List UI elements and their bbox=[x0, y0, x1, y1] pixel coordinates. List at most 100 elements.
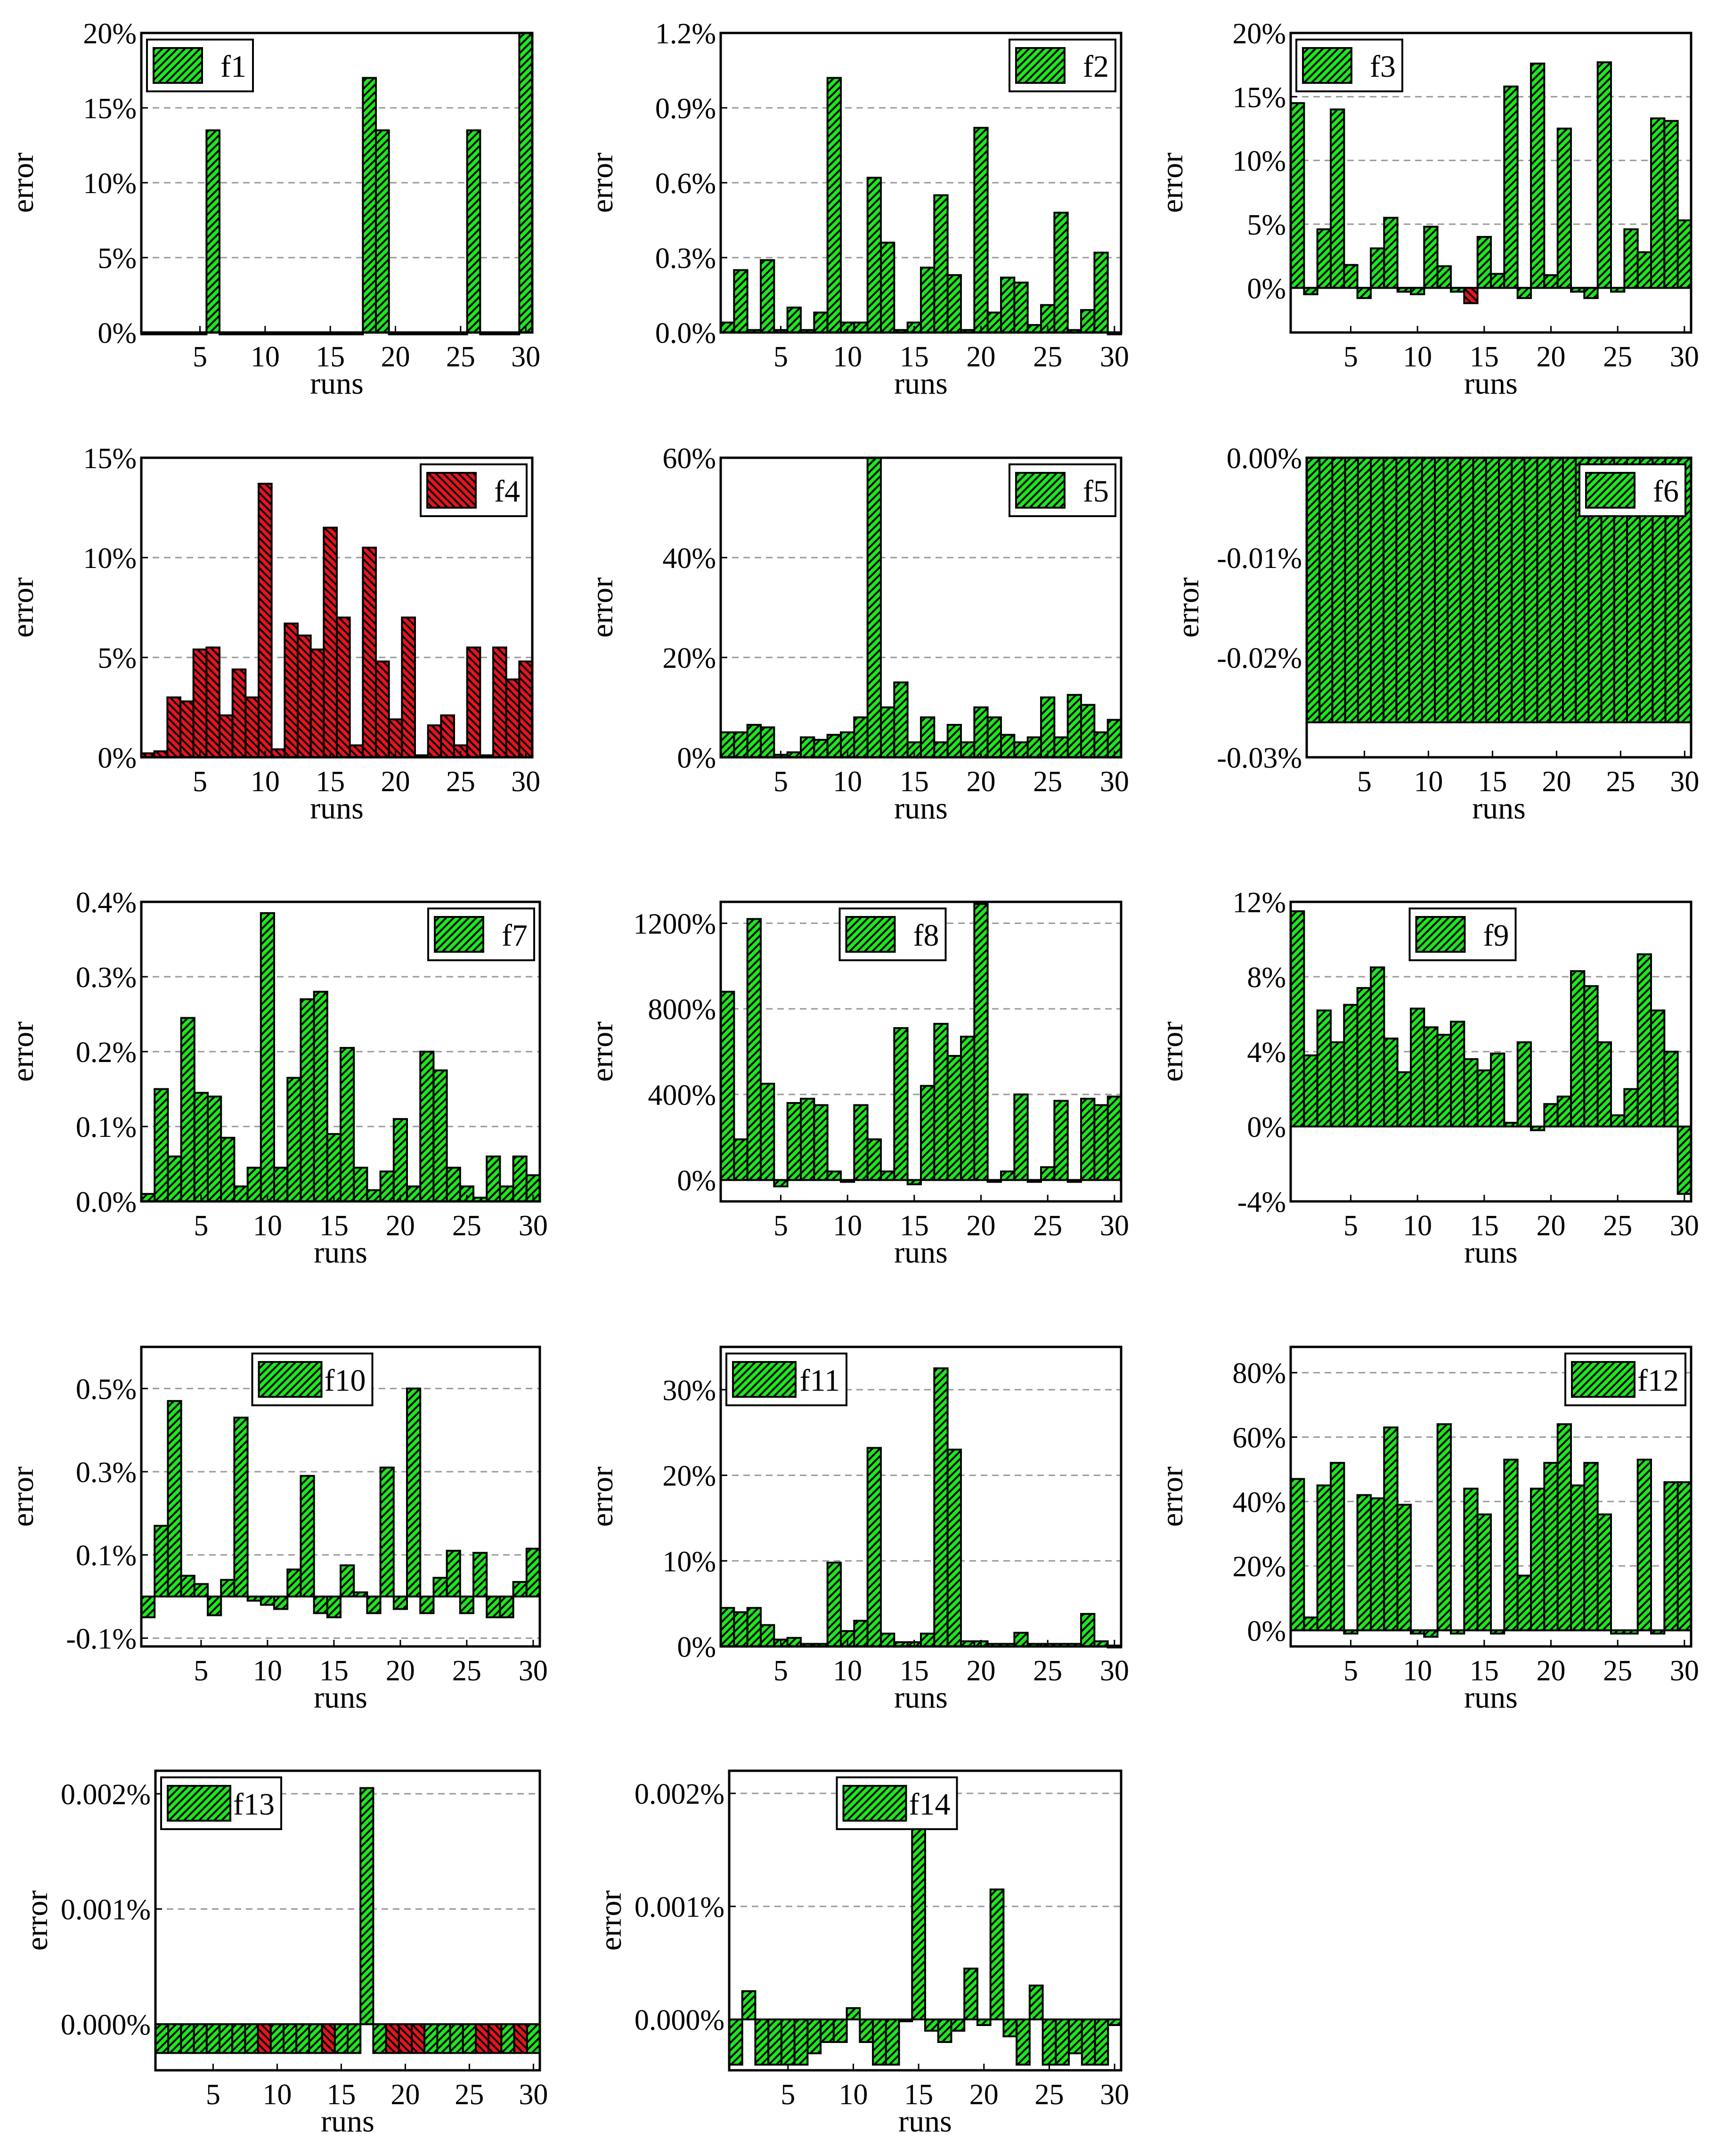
x-tick-label: 25 bbox=[452, 1210, 481, 1242]
x-tick-label: 20 bbox=[381, 341, 410, 373]
bar-run-25 bbox=[1040, 1166, 1056, 1181]
bar-run-7 bbox=[219, 714, 234, 758]
bar-run-3 bbox=[180, 2023, 195, 2054]
bar-run-23 bbox=[436, 2023, 451, 2054]
y-tick-label: 60% bbox=[1232, 1422, 1286, 1454]
bar-run-6 bbox=[786, 1637, 802, 1648]
y-tick-label: 30% bbox=[662, 1375, 716, 1407]
x-tick-label: 30 bbox=[511, 766, 540, 798]
bar-run-7 bbox=[220, 1579, 236, 1598]
bar-run-20 bbox=[392, 1118, 408, 1203]
bar-run-11 bbox=[1423, 1629, 1439, 1638]
bar-run-13 bbox=[297, 634, 312, 758]
legend-swatch bbox=[426, 472, 477, 509]
bar-run-29 bbox=[1663, 120, 1679, 289]
bar-run-11 bbox=[283, 2023, 298, 2054]
x-tick-label: 10 bbox=[251, 766, 280, 798]
chart-panel-f11: 0% 10% 20% 30% 5 10 15 20 25 30 runs error f11 bbox=[585, 1345, 1129, 1715]
bar-run-4 bbox=[180, 1017, 195, 1202]
bar-run-8 bbox=[1383, 1426, 1399, 1631]
bar-run-10 bbox=[258, 483, 273, 758]
y-tick-label: -0.02% bbox=[1217, 642, 1302, 674]
bar-run-16 bbox=[340, 1564, 355, 1597]
x-tick-label: 20 bbox=[381, 766, 410, 798]
bar-run-1 bbox=[720, 731, 735, 758]
chart-panel-f4: 0% 5% 10% 15% 5 10 15 20 25 30 runs error f4 bbox=[6, 443, 540, 826]
bar-run-13 bbox=[880, 706, 895, 758]
bar-run-8 bbox=[1383, 1037, 1399, 1128]
x-tick-label: 10 bbox=[833, 1210, 862, 1242]
bar-run-14 bbox=[309, 648, 325, 759]
bar-run-19 bbox=[960, 741, 976, 758]
bar-run-20 bbox=[1543, 1462, 1559, 1631]
bar-run-3 bbox=[746, 918, 762, 1181]
legend-swatch bbox=[845, 916, 896, 953]
bar-run-24 bbox=[1596, 61, 1612, 289]
bar-run-8 bbox=[813, 1104, 829, 1181]
y-tick-label: 15% bbox=[83, 443, 137, 475]
x-tick-label: 15 bbox=[900, 341, 929, 373]
x-tick-label: 10 bbox=[1414, 766, 1443, 798]
bar-run-26 bbox=[1053, 1100, 1069, 1181]
x-tick-label: 15 bbox=[1478, 766, 1507, 798]
bar-run-25 bbox=[1042, 2018, 1057, 2066]
bar-run-16 bbox=[920, 267, 936, 334]
y-axis-label: error bbox=[6, 577, 40, 638]
x-tick-label: 10 bbox=[1403, 341, 1432, 373]
bar-run-1 bbox=[720, 321, 735, 333]
x-tick-label: 30 bbox=[519, 2079, 548, 2111]
bar-run-9 bbox=[246, 1167, 262, 1202]
x-tick-label: 20 bbox=[1537, 1655, 1566, 1687]
bar-run-2 bbox=[733, 731, 749, 758]
panels-layer: 0%5%10%15%20%5 10 15 20 25 30runserrorf10.0%0… bbox=[6, 18, 1699, 2139]
bar-run-1 bbox=[155, 2023, 170, 2054]
y-tick-label: 1.2% bbox=[655, 18, 716, 50]
bar-run-16 bbox=[336, 616, 351, 758]
y-tick-label: 0.6% bbox=[655, 168, 716, 200]
bar-run-12 bbox=[1447, 457, 1462, 723]
legend-label: f3 bbox=[1370, 49, 1396, 84]
bar-run-8 bbox=[813, 311, 829, 333]
x-tick-label: 25 bbox=[1034, 2079, 1064, 2111]
bar-run-18 bbox=[946, 1449, 962, 1647]
x-tick-label: 15 bbox=[1470, 1655, 1499, 1687]
bar-run-4 bbox=[1330, 1041, 1345, 1127]
bar-run-30 bbox=[518, 660, 534, 758]
bar-run-19 bbox=[960, 1036, 976, 1181]
x-tick-label: 30 bbox=[1670, 1210, 1699, 1242]
y-tick-label: 0.000% bbox=[635, 2004, 724, 2036]
bar-run-16 bbox=[347, 2023, 362, 2054]
bar-run-14 bbox=[893, 1027, 909, 1181]
bar-run-6 bbox=[1356, 1494, 1372, 1631]
bar-run-25 bbox=[459, 1596, 474, 1614]
bar-run-13 bbox=[880, 1170, 895, 1181]
plot-frame bbox=[719, 1345, 1123, 1648]
bar-run-12 bbox=[866, 177, 882, 333]
bar-run-19 bbox=[963, 1968, 978, 2020]
x-tick-label: 10 bbox=[253, 1210, 282, 1242]
bar-run-21 bbox=[401, 616, 416, 758]
legend: f4 bbox=[420, 463, 528, 517]
bar-run-10 bbox=[846, 2007, 861, 2020]
bar-run-23 bbox=[427, 724, 442, 759]
x-tick-label: 30 bbox=[1100, 341, 1129, 373]
bar-run-30 bbox=[526, 2023, 541, 2054]
bar-run-3 bbox=[754, 2018, 770, 2066]
legend-label: f2 bbox=[1083, 49, 1109, 84]
bar-run-21 bbox=[1556, 1095, 1572, 1127]
x-tick-label: 15 bbox=[1470, 341, 1499, 373]
bar-run-22 bbox=[1570, 1484, 1586, 1631]
bar-run-10 bbox=[1421, 457, 1436, 723]
x-tick-label: 30 bbox=[1100, 1210, 1129, 1242]
y-tick-label: 4% bbox=[1247, 1037, 1286, 1069]
bar-run-18 bbox=[366, 1596, 382, 1614]
bar-run-19 bbox=[1530, 1487, 1546, 1631]
bar-run-1 bbox=[1306, 457, 1321, 723]
x-tick-label: 5 bbox=[1343, 1655, 1358, 1687]
bar-run-25 bbox=[462, 2023, 477, 2054]
bar-run-9 bbox=[1408, 457, 1423, 723]
bar-run-3 bbox=[166, 696, 182, 759]
x-axis-label: runs bbox=[1464, 366, 1518, 401]
bar-run-3 bbox=[1316, 1484, 1332, 1631]
chart-panel-f6: 0.00% -0.01% -0.02% -0.03% 5 10 15 20 25 30 runs er… bbox=[1171, 443, 1699, 826]
